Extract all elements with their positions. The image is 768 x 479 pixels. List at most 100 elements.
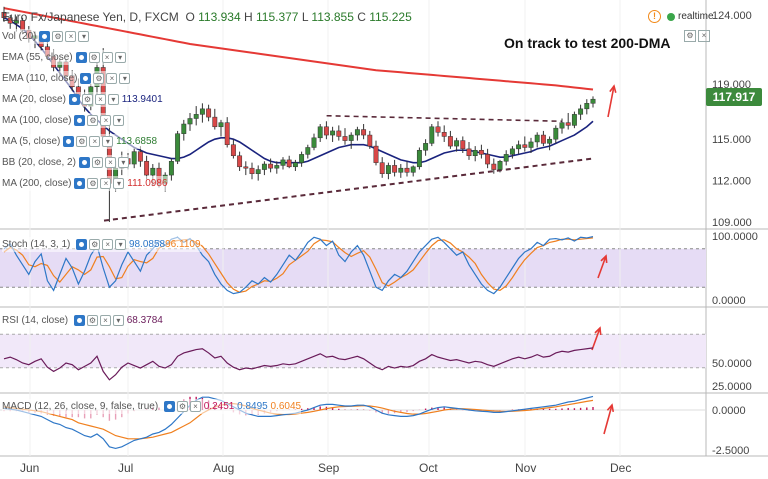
close-icon[interactable]: ×: [189, 400, 201, 412]
close-label: C: [357, 10, 366, 24]
close-icon[interactable]: ×: [94, 93, 106, 105]
stoch-band: [0, 248, 706, 288]
close-icon[interactable]: ×: [100, 177, 112, 189]
symbol-title[interactable]: Euro Fx/Japanese Yen, D, FXCM: [2, 10, 179, 24]
settings-icon[interactable]: ⚙: [87, 114, 99, 126]
more-icon[interactable]: ▾: [78, 30, 90, 42]
close-icon[interactable]: ×: [106, 72, 118, 84]
alert-icon[interactable]: !: [648, 10, 661, 23]
candle-body: [348, 134, 354, 141]
indicator-row[interactable]: BB (20, close, 2) ⚙ × ▾: [2, 155, 129, 170]
eye-icon[interactable]: [75, 51, 87, 63]
settings-icon[interactable]: ⚙: [76, 135, 88, 147]
more-icon[interactable]: ▾: [115, 238, 127, 250]
close-icon[interactable]: ×: [102, 238, 114, 250]
candle-body: [230, 144, 236, 157]
settings-icon[interactable]: ⚙: [87, 177, 99, 189]
candle: [249, 162, 255, 180]
realtime-label: realtime: [678, 11, 714, 23]
indicator-row[interactable]: MA (100, close) ⚙ × ▾: [2, 113, 125, 128]
candle-body: [423, 143, 429, 151]
settings-icon[interactable]: ⚙: [52, 30, 64, 42]
candle: [274, 161, 280, 174]
candle: [230, 139, 236, 159]
candle-body: [212, 116, 218, 128]
indicator-row[interactable]: EMA (110, close) ⚙ × ▾: [2, 71, 131, 86]
candle-body: [373, 145, 379, 163]
indicator-row[interactable]: Vol (20) ⚙ × ▾: [2, 29, 90, 44]
eye-icon[interactable]: [73, 314, 85, 326]
month-tick-label: Jul: [118, 461, 133, 475]
close-icon[interactable]: ×: [99, 314, 111, 326]
candle-body: [447, 136, 453, 147]
indicator-label: Vol (20): [2, 31, 37, 42]
trend-arrow: [607, 85, 615, 118]
eye-icon[interactable]: [68, 93, 80, 105]
more-icon[interactable]: ▾: [107, 93, 119, 105]
month-tick-label: Oct: [419, 461, 438, 475]
candle: [261, 161, 267, 176]
settings-icon[interactable]: ⚙: [89, 238, 101, 250]
settings-icon[interactable]: ⚙: [91, 156, 103, 168]
stoch-k-line: [3, 236, 594, 295]
candle: [187, 112, 193, 131]
settings-icon[interactable]: ⚙: [88, 51, 100, 63]
candle: [491, 158, 497, 174]
close-icon[interactable]: ×: [101, 51, 113, 63]
candle: [354, 126, 360, 141]
more-icon[interactable]: ▾: [119, 72, 131, 84]
candle-body: [249, 167, 255, 174]
indicator-label: MA (5, close): [2, 136, 61, 147]
more-icon[interactable]: ▾: [117, 156, 129, 168]
close-value: 115.225: [369, 10, 412, 24]
close-icon[interactable]: ×: [65, 30, 77, 42]
more-icon[interactable]: ▾: [102, 135, 114, 147]
settings-icon[interactable]: ⚙: [81, 93, 93, 105]
stoch-d-value: 96.1109: [165, 239, 201, 250]
stoch-k-value: 98.0858: [128, 239, 166, 250]
candle-body: [175, 133, 181, 162]
close-icon[interactable]: ×: [100, 114, 112, 126]
eye-icon[interactable]: [78, 156, 90, 168]
settings-icon[interactable]: ⚙: [176, 400, 188, 412]
close-icon[interactable]: ×: [698, 30, 710, 42]
candle: [175, 130, 181, 165]
indicator-value: 113.9401: [118, 94, 163, 105]
candle: [323, 121, 329, 140]
settings-icon[interactable]: ⚙: [93, 72, 105, 84]
candle-body: [280, 159, 286, 166]
candle: [7, 15, 13, 29]
candle-body: [460, 140, 466, 150]
eye-icon[interactable]: [163, 400, 175, 412]
eye-icon[interactable]: [80, 72, 92, 84]
more-icon[interactable]: ▾: [113, 114, 125, 126]
eye-icon[interactable]: [63, 135, 75, 147]
candle: [199, 103, 205, 123]
close-icon[interactable]: ×: [104, 156, 116, 168]
indicator-row[interactable]: MA (20, close) ⚙ × ▾ 113.9401: [2, 92, 163, 107]
settings-icon[interactable]: ⚙: [684, 30, 696, 42]
realtime-status: ! realtime: [648, 10, 714, 23]
month-tick-label: Sep: [318, 461, 340, 475]
indicator-row[interactable]: MA (200, close) ⚙ × ▾ 111.0986: [2, 176, 168, 191]
candle: [305, 144, 311, 159]
more-icon[interactable]: ▾: [112, 314, 124, 326]
candle: [497, 159, 503, 173]
price-tick-label: 112.000: [712, 176, 751, 188]
close-icon[interactable]: ×: [89, 135, 101, 147]
indicator-row[interactable]: EMA (55, close) ⚙ × ▾: [2, 50, 126, 65]
eye-icon[interactable]: [39, 30, 51, 42]
candle-body: [224, 122, 230, 145]
eye-icon[interactable]: [74, 114, 86, 126]
candle-body: [416, 149, 422, 168]
candle-body: [218, 122, 224, 128]
more-icon[interactable]: ▾: [113, 177, 125, 189]
candle: [237, 151, 243, 171]
high-value: 115.377: [255, 10, 299, 24]
settings-icon[interactable]: ⚙: [86, 314, 98, 326]
more-icon[interactable]: ▾: [114, 51, 126, 63]
eye-icon[interactable]: [74, 177, 86, 189]
eye-icon[interactable]: [76, 238, 88, 250]
indicator-row[interactable]: MA (5, close) ⚙ × ▾ 113.6858: [2, 134, 158, 149]
stoch-tick-label: 0.0000: [712, 295, 746, 307]
